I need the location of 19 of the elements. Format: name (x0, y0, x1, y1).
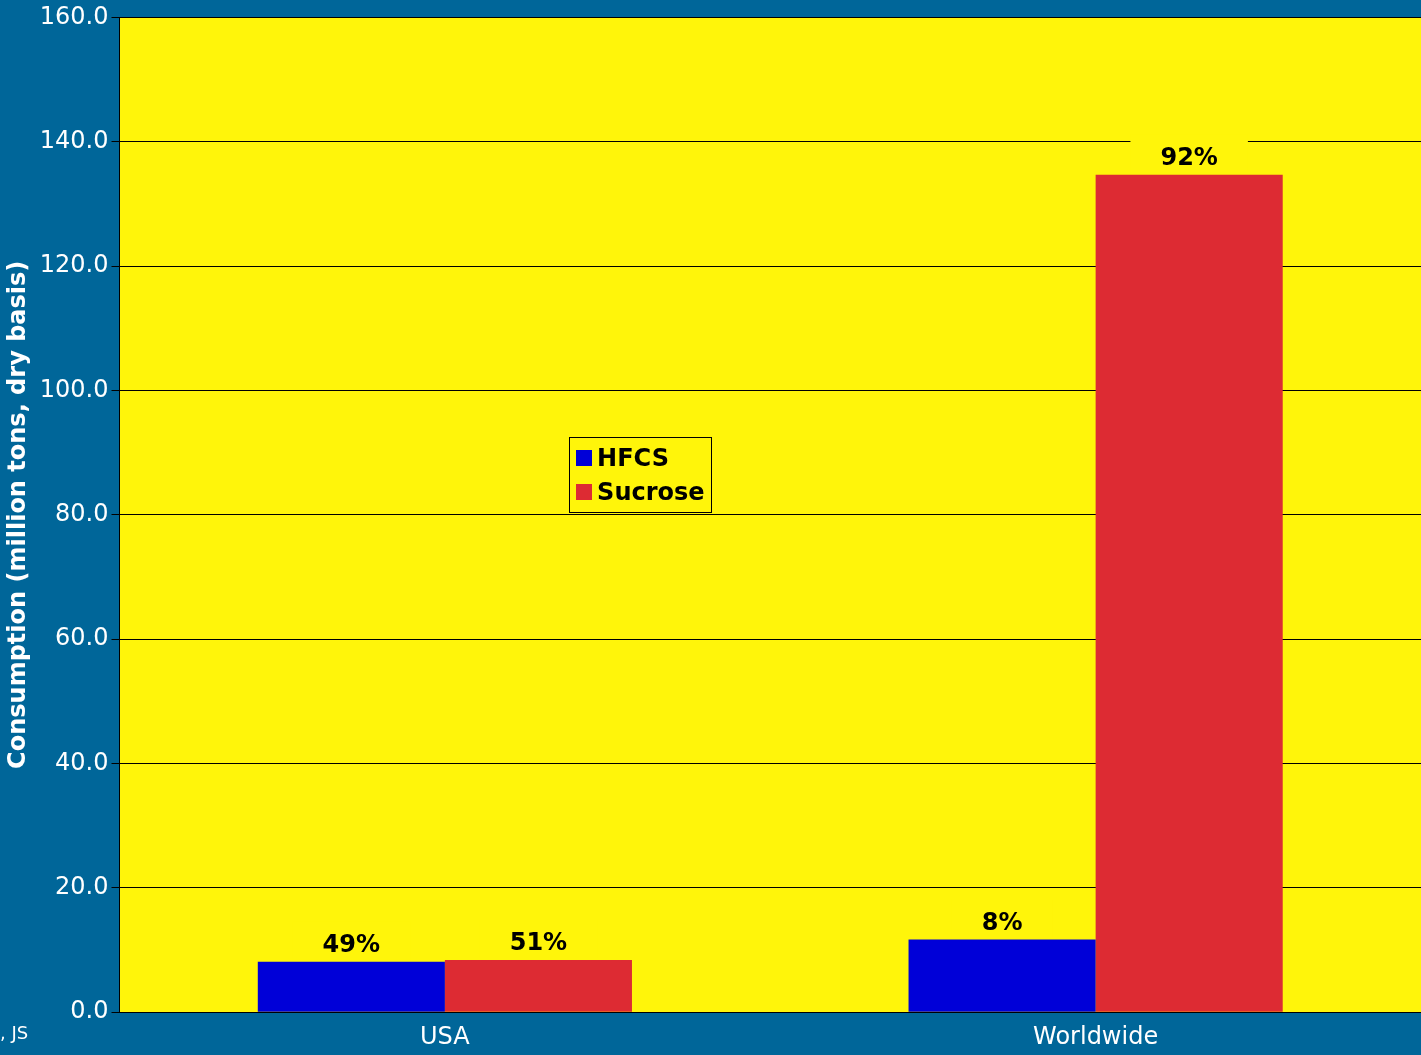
y-tick-label: 60.0 (55, 623, 109, 652)
y-tick-label: 0.0 (70, 996, 109, 1025)
legend-label: HFCS (597, 443, 669, 474)
annotation: 51% (509, 928, 568, 957)
y-tick-label: 120.0 (39, 250, 109, 279)
y-tick-label: 160.0 (39, 1, 109, 30)
y-tick-label: 40.0 (55, 747, 109, 776)
y-axis-title: Consumption (million tons, dry basis) (2, 260, 31, 769)
y-tick-label: 100.0 (39, 374, 109, 403)
annotation: 8% (981, 907, 1023, 936)
annotation: 49% (322, 930, 381, 959)
x-tick-label: USA (420, 1021, 471, 1050)
y-tick-label: 80.0 (55, 499, 109, 528)
annotation: 92% (1160, 142, 1218, 171)
text: , JS (0, 1022, 29, 1043)
y-tick-label: 20.0 (55, 872, 109, 901)
legend-label: Sucrose (597, 477, 705, 508)
y-tick-label: 140.0 (39, 125, 109, 154)
x-tick-label: Worldwide (1033, 1021, 1159, 1050)
